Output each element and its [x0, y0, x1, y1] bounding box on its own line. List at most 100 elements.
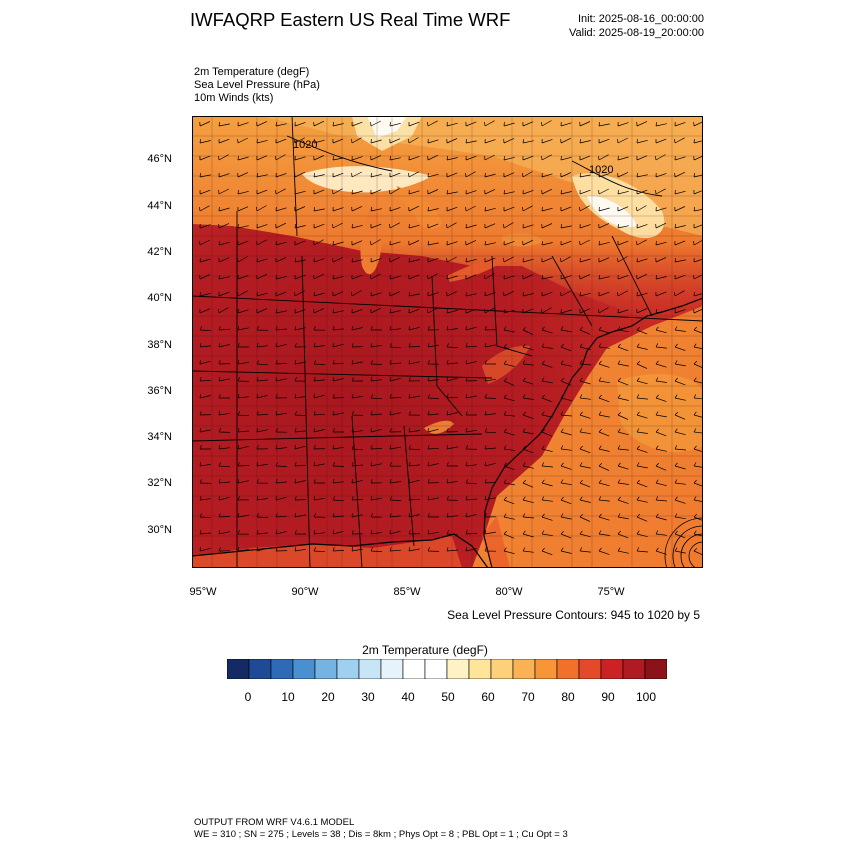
wind-barb	[560, 189, 572, 195]
wind-barb	[617, 394, 629, 401]
wind-barb	[256, 377, 269, 382]
wind-barb	[617, 377, 629, 386]
wind-barb	[674, 360, 686, 367]
wind-barb	[693, 343, 703, 350]
wind-barb	[408, 308, 420, 314]
lat-label: 40°N	[147, 292, 172, 304]
wind-barb	[313, 479, 325, 484]
wind-barb	[541, 206, 553, 212]
wind-barb	[655, 360, 667, 368]
lon-label: 80°W	[495, 586, 523, 598]
wind-barb	[389, 496, 402, 501]
model-info-line-2: WE = 310 ; SN = 275 ; Levels = 38 ; Dis …	[194, 829, 568, 840]
wind-barb	[389, 308, 401, 314]
wind-barb	[275, 257, 287, 263]
wind-barb	[237, 428, 250, 433]
wind-barb	[218, 188, 229, 195]
wind-barb	[218, 462, 231, 468]
wind-barb	[351, 343, 364, 348]
wind-barb	[674, 240, 686, 246]
wind-barb	[408, 478, 420, 484]
wind-barb	[636, 496, 648, 503]
wind-barb	[541, 530, 553, 537]
wind-barb	[617, 256, 628, 263]
wind-barb	[351, 496, 364, 501]
wind-barb	[484, 241, 496, 246]
colorbar-swatch	[534, 658, 558, 680]
wind-barb	[389, 529, 401, 535]
wind-barb	[655, 530, 667, 536]
wind-barb	[313, 273, 324, 280]
colorbar-swatch	[402, 658, 426, 680]
wind-barb	[313, 308, 325, 314]
wind-barb	[579, 513, 591, 522]
wind-barb	[332, 529, 344, 535]
colorbar-swatch	[446, 658, 470, 680]
wind-barb	[636, 462, 648, 469]
wind-barb	[446, 190, 458, 195]
wind-barb	[465, 257, 477, 263]
wind-barb	[484, 120, 495, 127]
wind-barb	[522, 360, 534, 366]
wind-barb	[541, 154, 552, 161]
wind-barb	[313, 445, 326, 450]
wind-barb	[218, 547, 231, 552]
wind-barb	[693, 496, 703, 503]
wind-barb	[294, 394, 306, 399]
wind-barb	[655, 496, 668, 502]
wind-barb	[446, 496, 459, 501]
wind-barb	[465, 512, 477, 518]
wind-barb	[389, 138, 401, 144]
wind-barb	[332, 291, 344, 297]
wind-barb	[522, 326, 534, 335]
wind-barb	[427, 189, 439, 195]
wind-barb	[313, 120, 325, 127]
wind-barb	[237, 394, 249, 399]
wind-barb	[351, 445, 364, 451]
colorbar-swatch	[556, 658, 580, 680]
wind-barb	[218, 411, 230, 416]
wind-barb	[199, 496, 211, 501]
wind-barb	[484, 291, 496, 297]
wind-barb	[503, 343, 515, 352]
wind-barb	[199, 205, 210, 212]
wind-barb	[275, 222, 287, 229]
wind-barb	[313, 360, 326, 365]
wind-barb	[351, 462, 364, 467]
wind-barb	[408, 360, 420, 365]
wind-barb	[655, 274, 667, 280]
wind-barb	[503, 172, 515, 178]
wind-barb	[351, 308, 363, 314]
wind-barb	[294, 326, 306, 331]
wind-barb	[218, 206, 230, 212]
wind-barb	[446, 462, 458, 467]
wind-barb	[237, 479, 249, 484]
wind-barb	[617, 189, 629, 195]
wind-barb	[237, 172, 249, 178]
wind-barb	[427, 138, 439, 144]
wind-barb	[503, 256, 514, 263]
wind-barb	[674, 290, 685, 297]
model-info-line-1: OUTPUT FROM WRF V4.6.1 MODEL	[194, 817, 355, 828]
wind-barb	[218, 307, 229, 314]
wind-barb	[408, 428, 420, 433]
wind-barb	[294, 240, 306, 246]
lon-label: 75°W	[597, 586, 625, 598]
wind-barb	[332, 309, 344, 314]
wind-barb	[332, 547, 345, 552]
wind-barb	[674, 377, 686, 386]
wind-barb	[541, 240, 553, 246]
field-label-winds: 10m Winds (kts)	[194, 92, 274, 104]
wind-barb	[522, 411, 534, 419]
wind-barb	[199, 479, 212, 484]
wind-barb	[370, 120, 381, 127]
wind-barb	[560, 530, 572, 539]
lon-label: 90°W	[291, 586, 319, 598]
wind-barb	[218, 291, 230, 297]
wind-barb	[218, 342, 230, 348]
wind-barb	[313, 207, 325, 212]
contour-label: 1020	[293, 139, 318, 151]
wind-barb	[617, 530, 629, 539]
wind-barb	[617, 224, 629, 229]
wind-barb	[389, 188, 400, 195]
